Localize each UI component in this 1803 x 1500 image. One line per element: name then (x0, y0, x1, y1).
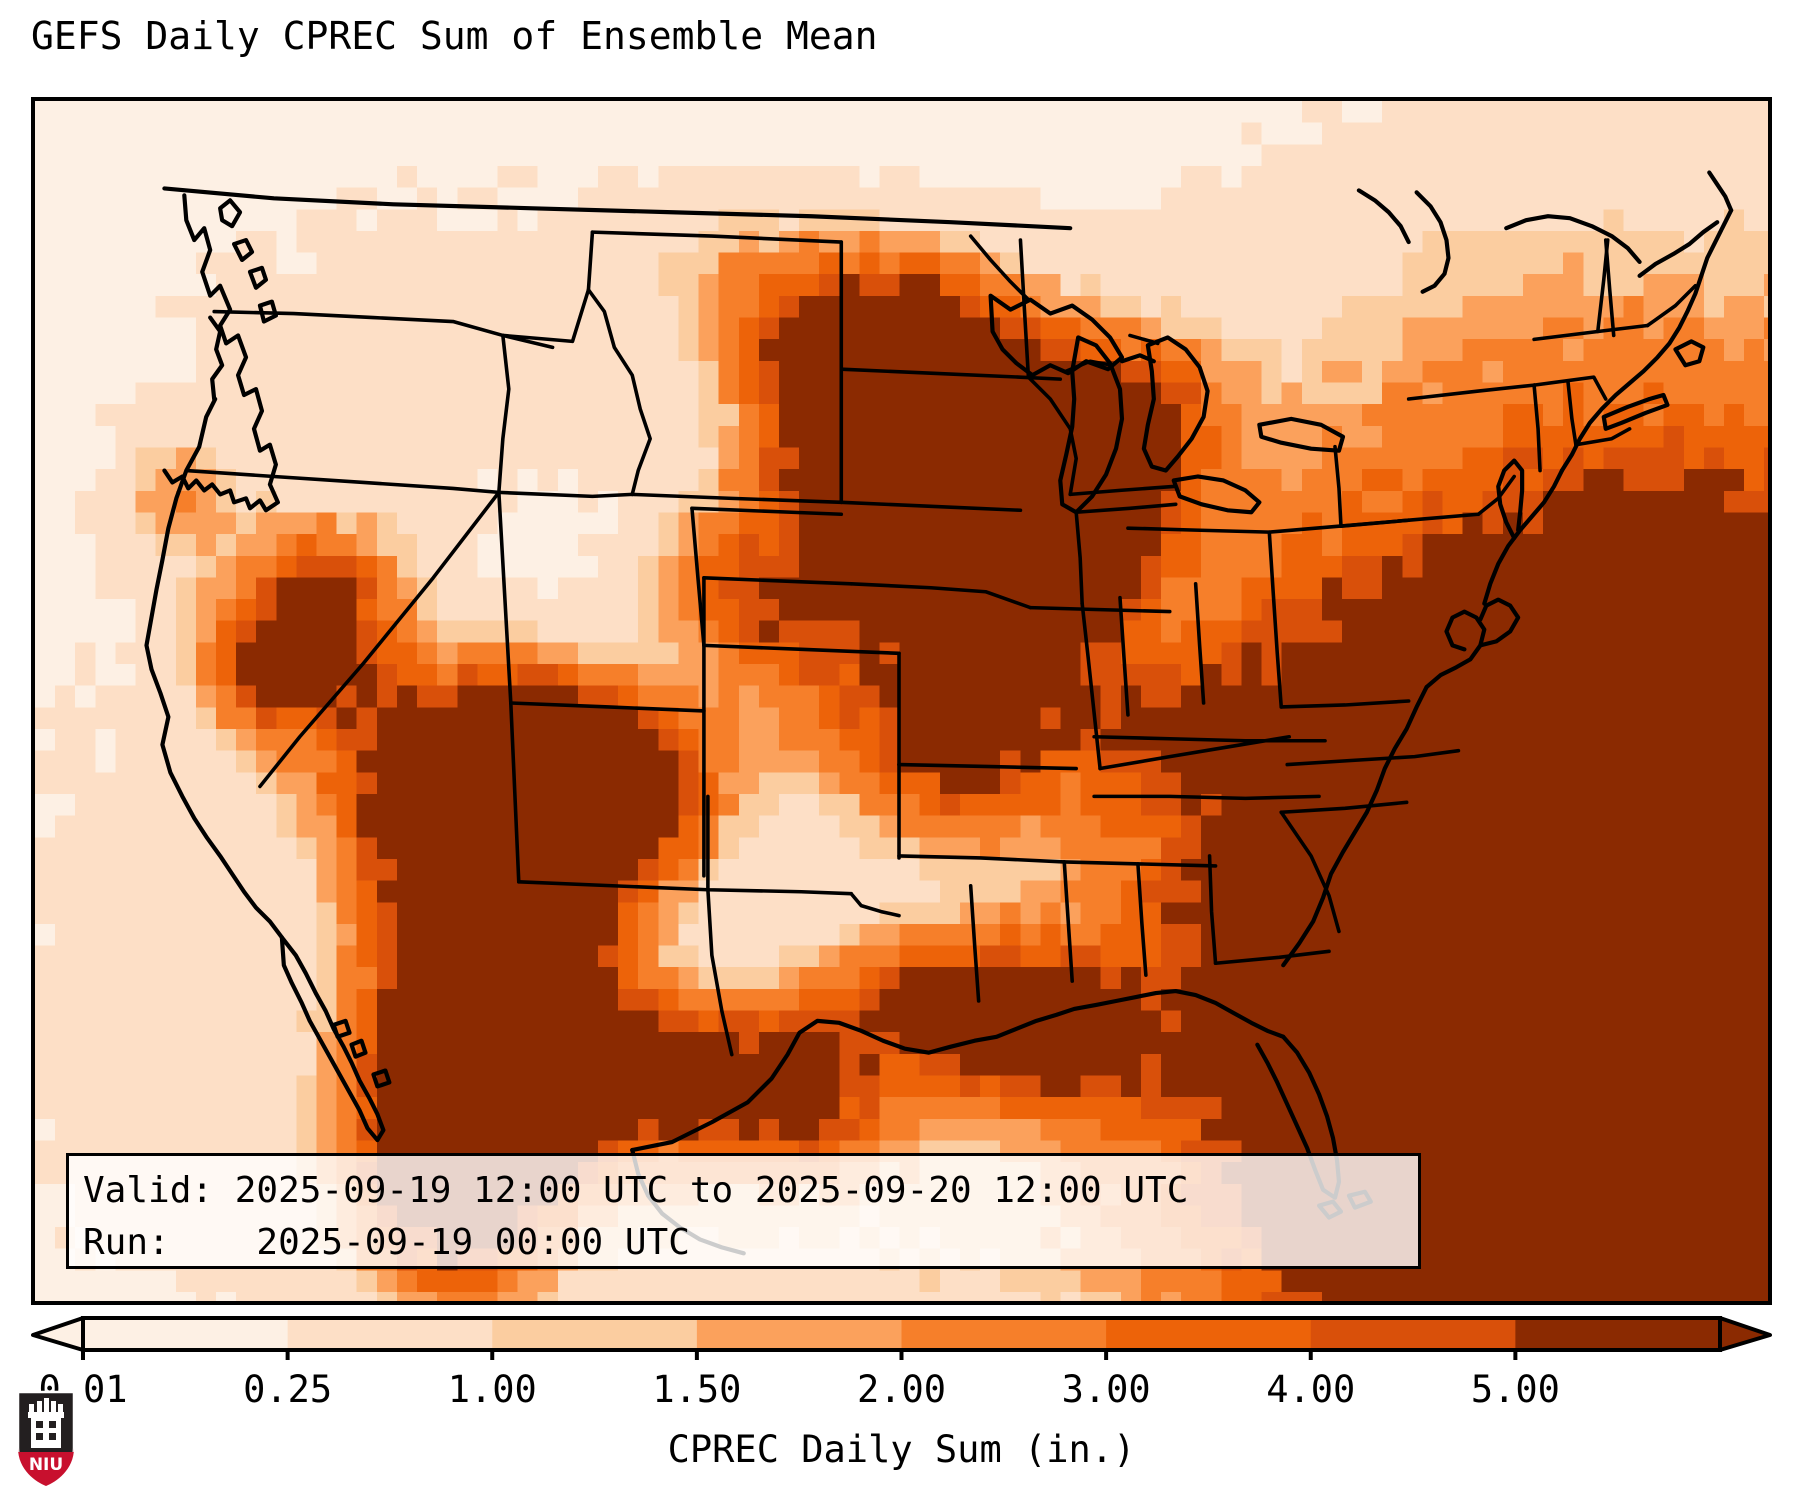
colorbar-band (83, 1318, 289, 1350)
niu-wordmark: NIU (29, 1455, 63, 1475)
colorbar[interactable] (31, 1316, 1772, 1360)
precipitation-map-svg (35, 101, 1768, 1301)
niu-logo-svg: NIU (16, 1390, 76, 1488)
colorbar-svg (31, 1316, 1772, 1360)
run-time-text: Run: 2025-09-19 00:00 UTC (83, 1222, 690, 1263)
colorbar-tick-label: 1.00 (447, 1368, 537, 1411)
colorbar-tick-label: 0.25 (243, 1368, 333, 1411)
shield-red-band (18, 1448, 74, 1486)
colorbar-band (492, 1318, 698, 1350)
castle-icon (28, 1398, 64, 1448)
colorbar-extend-low (31, 1316, 85, 1352)
map-geography (144, 170, 1734, 1256)
colorbar-tick-label: 4.00 (1266, 1368, 1356, 1411)
precipitation-raster (35, 101, 1768, 1301)
niu-shield-logo: NIU (16, 1390, 76, 1488)
colorbar-tick-label: 5.00 (1470, 1368, 1560, 1411)
colorbar-tick-label: 2.00 (856, 1368, 947, 1411)
colorbar-tick-label: 1.50 (652, 1368, 742, 1411)
page-title: GEFS Daily CPREC Sum of Ensemble Mean (31, 14, 878, 58)
map-panel[interactable]: Valid: 2025-09-19 12:00 UTC to 2025-09-2… (31, 97, 1772, 1305)
colorbar-band (1106, 1318, 1312, 1350)
colorbar-tick-labels: 0.01 0.25 1.00 1.50 2.00 3.00 4.00 5.00 (31, 1368, 1772, 1414)
colorbar-band (901, 1318, 1107, 1350)
colorbar-bands (31, 1316, 1772, 1352)
colorbar-band (287, 1318, 493, 1350)
colorbar-band (696, 1318, 903, 1350)
colorbar-tick-marks (81, 1350, 1518, 1360)
colorbar-tick-label: 3.00 (1061, 1368, 1151, 1411)
colorbar-band (1310, 1318, 1516, 1350)
valid-time-text: Valid: 2025-09-19 12:00 UTC to 2025-09-2… (83, 1170, 1189, 1211)
colorbar-band (1515, 1318, 1721, 1350)
colorbar-axis-label: CPREC Daily Sum (in.) (667, 1428, 1136, 1471)
valid-run-annotation-box: Valid: 2025-09-19 12:00 UTC to 2025-09-2… (66, 1153, 1421, 1269)
colorbar-extend-high (1718, 1316, 1772, 1352)
castle-windows (36, 1421, 56, 1440)
